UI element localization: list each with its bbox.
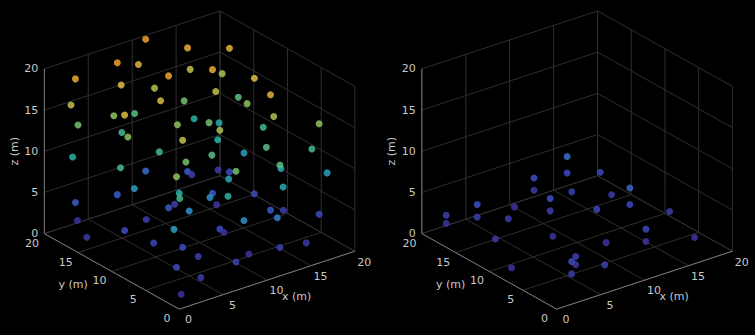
svg-text:y (m): y (m): [58, 278, 87, 291]
svg-text:20: 20: [24, 62, 38, 75]
svg-text:15: 15: [691, 270, 705, 283]
svg-text:20: 20: [735, 256, 749, 269]
svg-text:0: 0: [31, 227, 38, 240]
svg-text:15: 15: [313, 270, 327, 283]
svg-text:5: 5: [409, 186, 416, 199]
svg-text:10: 10: [402, 145, 416, 158]
svg-text:10: 10: [470, 274, 484, 287]
svg-text:5: 5: [507, 293, 514, 306]
svg-text:z (m): z (m): [385, 137, 398, 166]
svg-text:5: 5: [31, 186, 38, 199]
svg-text:20: 20: [357, 256, 371, 269]
svg-text:0: 0: [185, 313, 192, 326]
svg-text:0: 0: [409, 227, 416, 240]
svg-text:15: 15: [436, 256, 450, 269]
svg-text:0: 0: [163, 312, 170, 325]
svg-text:10: 10: [24, 145, 38, 158]
svg-text:0: 0: [563, 313, 570, 326]
svg-text:15: 15: [402, 104, 416, 117]
svg-text:5: 5: [229, 299, 236, 312]
svg-text:15: 15: [59, 256, 73, 269]
svg-text:20: 20: [25, 236, 40, 250]
svg-text:5: 5: [607, 299, 614, 312]
svg-text:15: 15: [24, 104, 38, 117]
svg-text:20: 20: [402, 236, 417, 250]
svg-text:x (m): x (m): [660, 290, 689, 303]
svg-text:0: 0: [541, 312, 548, 325]
svg-text:y (m): y (m): [436, 278, 465, 291]
svg-text:z (m): z (m): [8, 137, 21, 166]
svg-text:10: 10: [269, 284, 284, 298]
svg-text:20: 20: [402, 62, 416, 75]
svg-text:10: 10: [647, 284, 661, 298]
svg-text:x (m): x (m): [282, 290, 311, 303]
svg-text:10: 10: [92, 274, 106, 287]
svg-text:5: 5: [130, 293, 137, 306]
